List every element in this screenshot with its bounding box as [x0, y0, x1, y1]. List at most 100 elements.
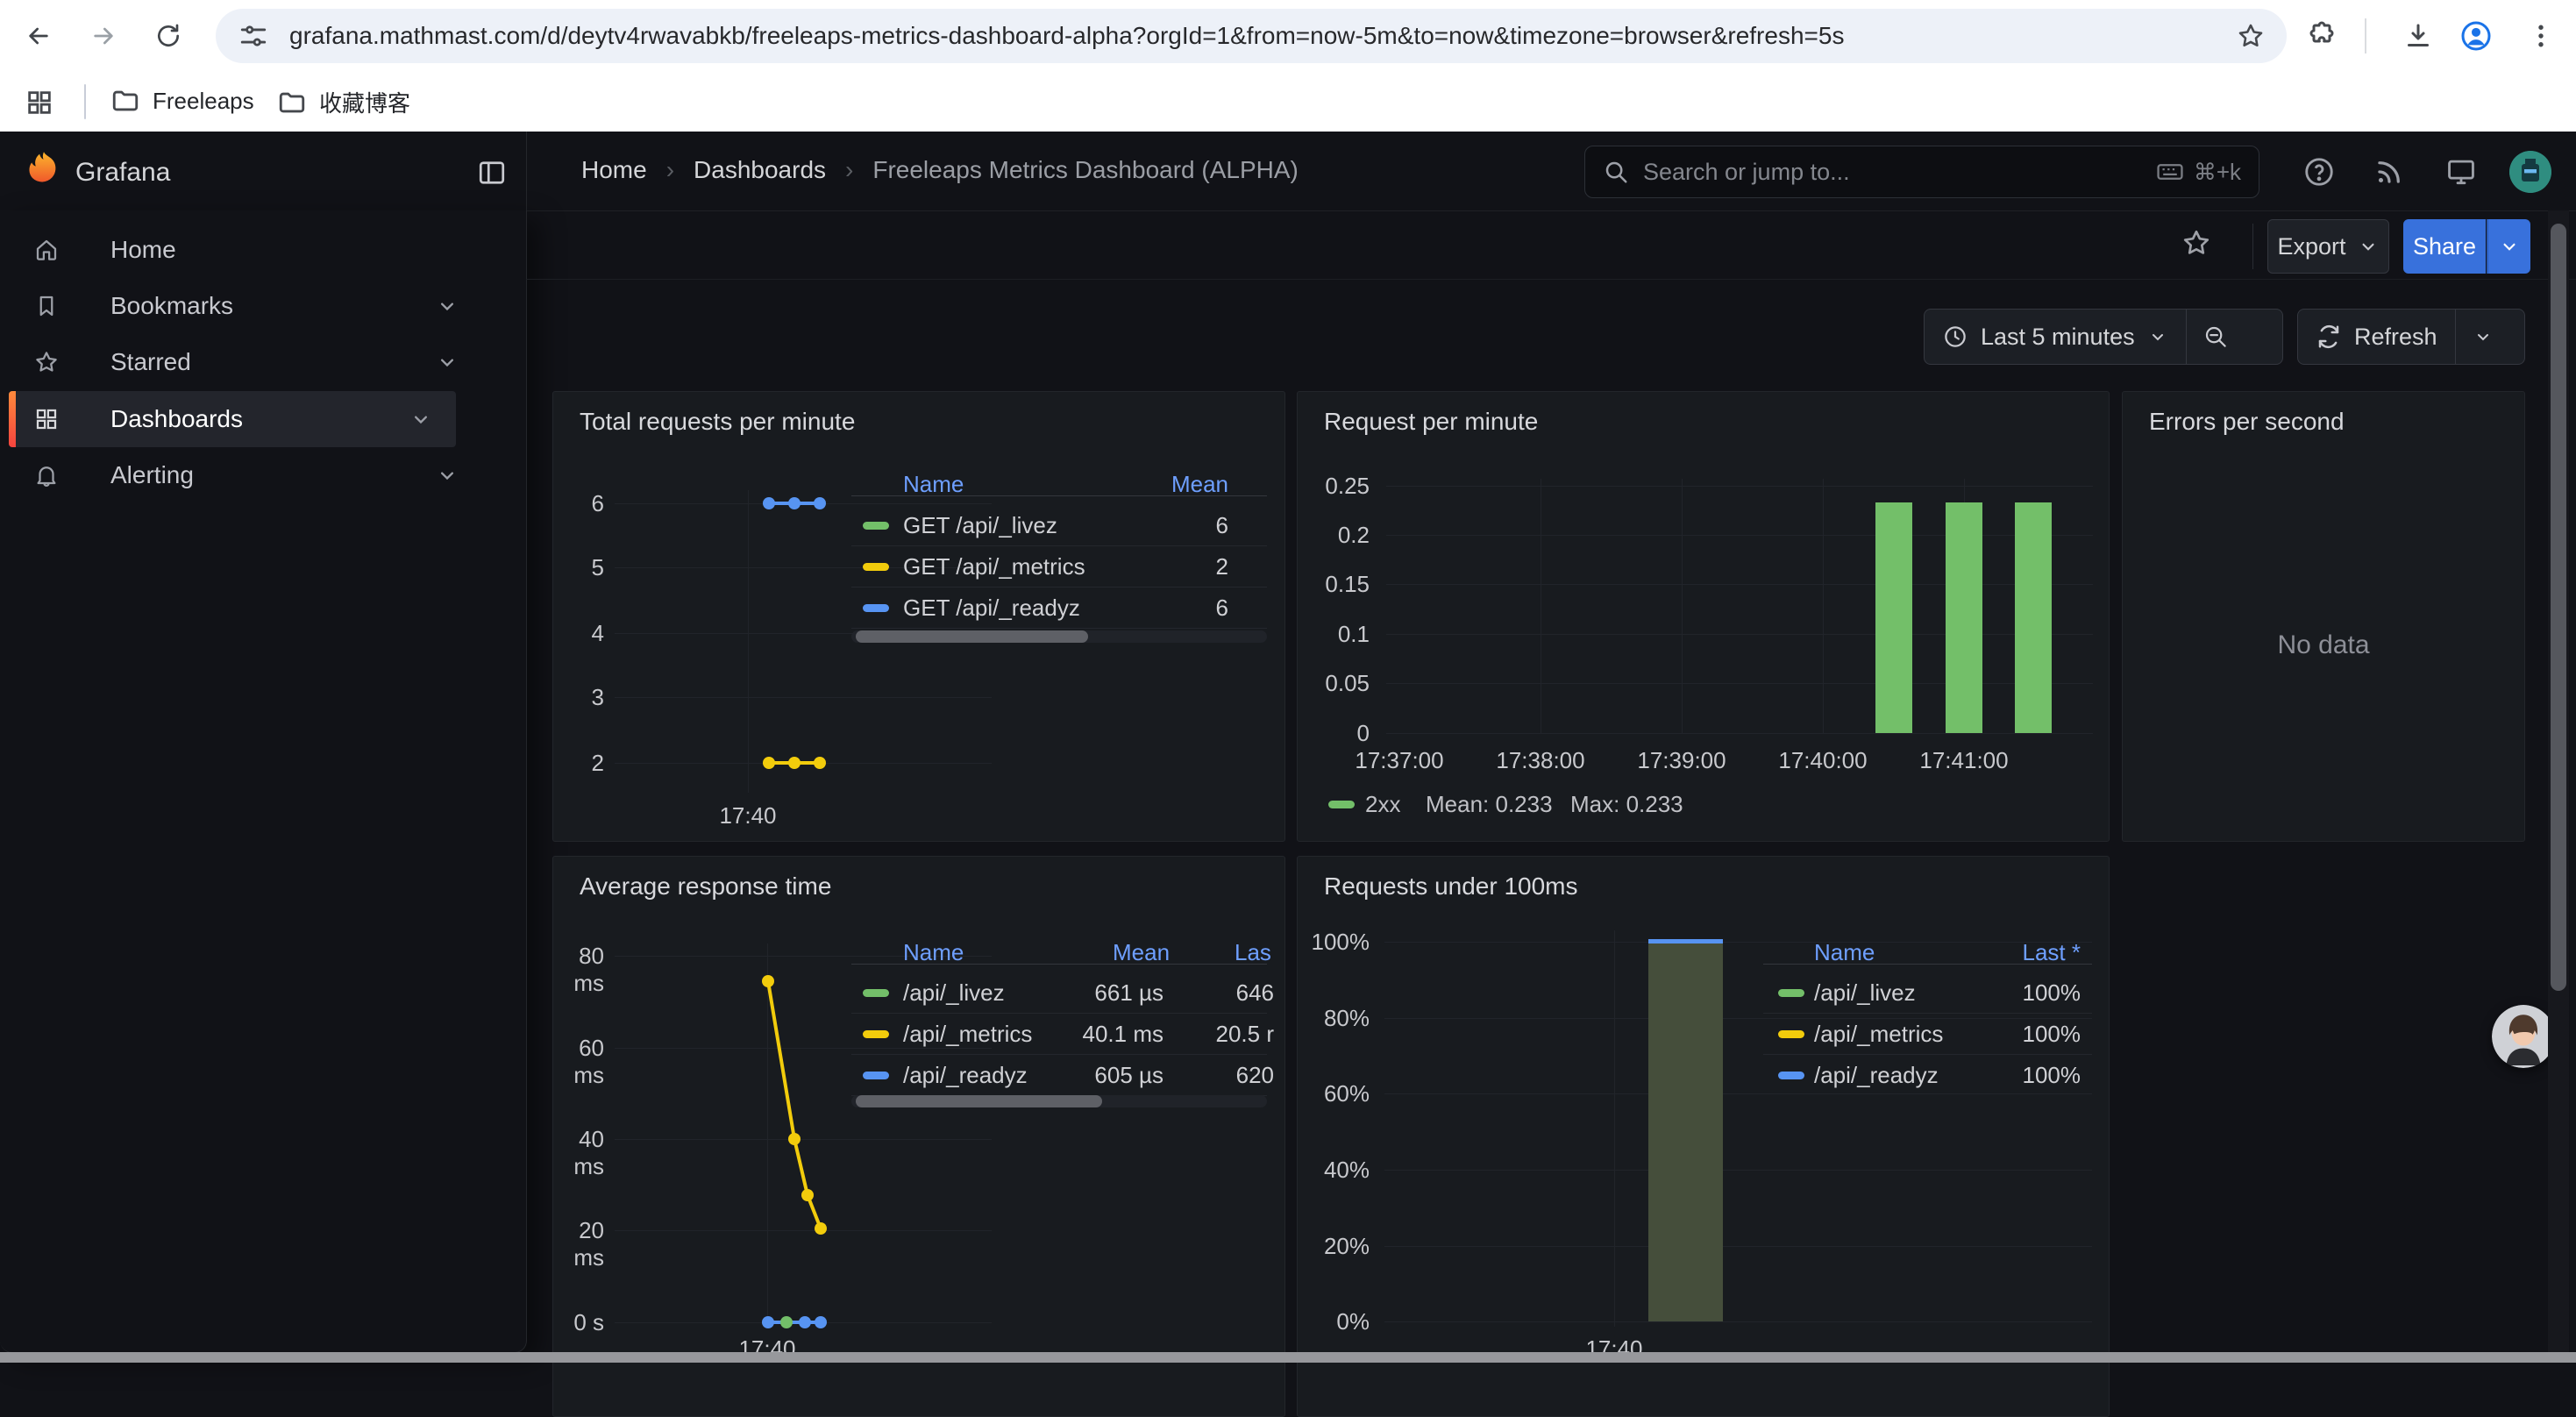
- legend-col-name[interactable]: Name: [903, 939, 964, 965]
- extensions-icon[interactable]: [2306, 20, 2338, 52]
- legend-scrollbar[interactable]: [851, 630, 1267, 643]
- time-range-picker[interactable]: Last 5 minutes: [1925, 310, 2186, 364]
- legend-row[interactable]: GET /api/_readyz 6: [851, 587, 1267, 629]
- zoom-out-button[interactable]: [2187, 310, 2245, 364]
- legend-row[interactable]: GET /api/_metrics 2: [851, 546, 1267, 587]
- breadcrumb-dashboards[interactable]: Dashboards: [694, 156, 826, 184]
- panel-request-per-minute[interactable]: Request per minute 0.25 0.2 0.15 0.1 0.0…: [1297, 391, 2110, 842]
- chevron-down-icon[interactable]: [435, 463, 459, 488]
- bookmark-folder-label: 收藏博客: [319, 86, 410, 118]
- y-tick: 80 ms: [553, 943, 604, 997]
- sidebar-item-starred[interactable]: Starred: [9, 334, 482, 390]
- forward-icon[interactable]: [89, 22, 117, 50]
- panel-requests-under-100ms[interactable]: Requests under 100ms 100% 80% 60% 40% 20…: [1297, 856, 2110, 1417]
- sidebar-toggle-icon[interactable]: [476, 157, 508, 189]
- reload-icon[interactable]: [154, 22, 182, 50]
- refresh-interval-button[interactable]: [2456, 310, 2510, 364]
- y-tick: 0.25: [1299, 473, 1370, 500]
- vertical-scrollbar-thumb[interactable]: [2551, 224, 2566, 991]
- legend-row[interactable]: /api/_metrics 40.1 ms 20.5 r: [851, 1014, 1267, 1055]
- x-tick: 17:38:00: [1470, 747, 1611, 774]
- series-color-dash[interactable]: [863, 563, 889, 571]
- legend-mean: Mean: 0.233: [1426, 791, 1553, 818]
- legend-row[interactable]: /api/_readyz 605 µs 620: [851, 1055, 1267, 1096]
- address-bar[interactable]: grafana.mathmast.com/d/deytv4rwavabkb/fr…: [216, 9, 2287, 63]
- y-tick: 60 ms: [553, 1035, 604, 1089]
- sidebar-item-label: Alerting: [110, 461, 194, 489]
- breadcrumb-home[interactable]: Home: [581, 156, 647, 184]
- legend-row[interactable]: /api/_readyz 100%: [1763, 1055, 2092, 1095]
- legend-row[interactable]: /api/_metrics 100%: [1763, 1014, 2092, 1055]
- legend-col-last[interactable]: Last *: [2023, 939, 2081, 965]
- sidebar-item-home[interactable]: Home: [9, 222, 482, 278]
- series-color-dash[interactable]: [863, 1072, 889, 1079]
- gridline: [1386, 535, 2093, 536]
- legend-series-name[interactable]: 2xx: [1365, 791, 1400, 818]
- panel-avg-response-time[interactable]: Average response time 80 ms 60 ms 40 ms …: [552, 856, 1285, 1417]
- panel-title: Total requests per minute: [580, 408, 855, 436]
- user-avatar[interactable]: [2509, 151, 2551, 193]
- site-settings-icon[interactable]: [238, 21, 268, 51]
- panel-total-requests[interactable]: Total requests per minute 6 5 4 3 2 17:4…: [552, 391, 1285, 842]
- legend-col-last[interactable]: Las: [1235, 939, 1271, 965]
- series-color-dash[interactable]: [863, 604, 889, 612]
- y-tick: 4: [553, 620, 604, 647]
- legend-col-name[interactable]: Name: [1814, 939, 1875, 965]
- chevron-down-icon[interactable]: [435, 350, 459, 374]
- header-divider: [526, 132, 527, 210]
- downloads-icon[interactable]: [2402, 20, 2434, 52]
- bookmark-star-icon[interactable]: [2236, 21, 2266, 51]
- brand-name[interactable]: Grafana: [75, 158, 170, 188]
- sidebar-item-label: Bookmarks: [110, 292, 233, 320]
- bar-under-100ms: [1648, 943, 1723, 1321]
- sidebar-item-alerting[interactable]: Alerting: [9, 447, 482, 503]
- legend-row[interactable]: GET /api/_livez 6: [851, 505, 1267, 546]
- sidebar-item-bookmarks[interactable]: Bookmarks: [9, 278, 482, 334]
- series-color-dash[interactable]: [1778, 1072, 1804, 1079]
- refresh-button[interactable]: Refresh: [2298, 310, 2455, 364]
- share-menu-button[interactable]: [2487, 219, 2530, 274]
- browser-menu-icon[interactable]: [2525, 20, 2557, 52]
- legend-col-name[interactable]: Name: [903, 471, 964, 497]
- grafana-logo[interactable]: [23, 149, 65, 191]
- series-color-dash[interactable]: [863, 522, 889, 530]
- legend-col-mean[interactable]: Mean: [1113, 939, 1170, 965]
- share-label: Share: [2413, 233, 2476, 260]
- legend-row[interactable]: /api/_livez 100%: [1763, 972, 2092, 1014]
- legend-row[interactable]: /api/_livez 661 µs 646: [851, 972, 1267, 1014]
- news-rss-icon[interactable]: [2373, 155, 2406, 189]
- back-icon[interactable]: [25, 22, 53, 50]
- chevron-down-icon[interactable]: [435, 294, 459, 318]
- assistant-avatar[interactable]: [2492, 1005, 2555, 1068]
- chevron-down-icon[interactable]: [409, 407, 433, 431]
- gridline: [1386, 733, 2093, 734]
- share-button[interactable]: Share: [2403, 219, 2486, 274]
- favorite-star-icon[interactable]: [2181, 227, 2212, 259]
- sidebar-item-dashboards[interactable]: Dashboards: [9, 391, 456, 447]
- y-tick: 2: [553, 750, 604, 777]
- series-color-dash[interactable]: [1778, 989, 1804, 997]
- panel-errors-per-second[interactable]: Errors per second No data: [2122, 391, 2525, 842]
- profile-icon[interactable]: [2459, 18, 2494, 53]
- series-color-dash[interactable]: [1328, 801, 1355, 808]
- legend-table: Name Last * /api/_livez 100% /api/_metri…: [1763, 936, 2092, 1095]
- horizontal-scrollbar[interactable]: [0, 1352, 2576, 1363]
- export-button[interactable]: Export: [2267, 219, 2389, 274]
- gridline: [1614, 930, 1615, 1327]
- legend-table: Name Mean Las /api/_livez 661 µs 646 /ap…: [851, 936, 1267, 1096]
- breadcrumb: Home › Dashboards › Freeleaps Metrics Da…: [581, 156, 1299, 184]
- bookmark-folder-freeleaps[interactable]: Freeleaps: [110, 86, 254, 116]
- gridline: [1386, 486, 2093, 487]
- bookmark-folder-blogs[interactable]: 收藏博客: [277, 86, 410, 118]
- monitor-icon[interactable]: [2444, 155, 2478, 189]
- legend-scrollbar[interactable]: [851, 1095, 1267, 1107]
- legend-col-mean[interactable]: Mean: [1171, 471, 1228, 497]
- series-color-dash[interactable]: [863, 989, 889, 997]
- search-input[interactable]: Search or jump to... ⌘+k: [1584, 146, 2259, 198]
- series-color-dash[interactable]: [1778, 1030, 1804, 1038]
- help-icon[interactable]: [2302, 155, 2336, 189]
- data-point: [763, 757, 775, 769]
- apps-grid-icon[interactable]: [25, 88, 54, 117]
- series-color-dash[interactable]: [863, 1030, 889, 1038]
- browser-toolbar: grafana.mathmast.com/d/deytv4rwavabkb/fr…: [0, 0, 2576, 132]
